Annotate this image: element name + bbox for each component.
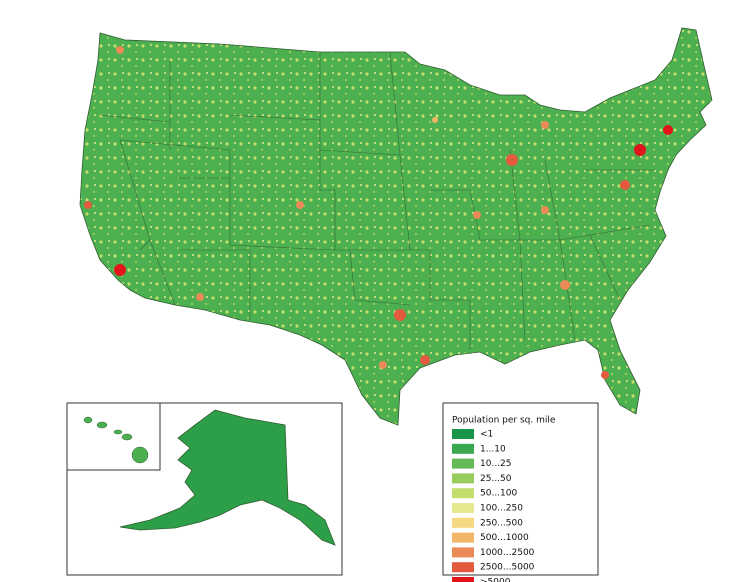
legend-swatch (452, 562, 474, 573)
legend-label: 250...500 (480, 518, 523, 528)
legend-swatch (452, 517, 474, 528)
legend-swatch (452, 473, 474, 484)
legend-label: 500...1000 (480, 533, 529, 543)
hawaii-frame (66, 402, 161, 471)
legend-label: 10...25 (480, 459, 512, 469)
legend-label: 1000...2500 (480, 548, 535, 558)
legend-swatch (452, 503, 474, 513)
legend-label: 100...250 (480, 504, 523, 514)
legend-label: 50...100 (480, 489, 517, 499)
legend-label: <1 (480, 430, 493, 440)
legend-title: Population per sq. mile (452, 416, 556, 426)
state-borders (99, 51, 655, 350)
legend-label: 2500...5000 (480, 563, 535, 573)
contiguous-us (79, 27, 713, 426)
legend-label: 25...50 (480, 474, 512, 484)
inset-frame (66, 402, 343, 576)
legend-swatch (452, 458, 474, 469)
hawaii (83, 416, 149, 464)
urban-areas (84, 46, 673, 379)
legend-label: 1...10 (480, 444, 506, 454)
legend-swatch (452, 429, 474, 439)
alaska (119, 409, 336, 546)
legend-label: >5000 (480, 578, 511, 582)
legend-swatch (452, 443, 474, 454)
legend-swatch (452, 532, 474, 543)
legend-swatch (452, 547, 474, 558)
legend-swatch (452, 488, 474, 499)
legend-swatch (452, 577, 474, 582)
legend-items: <1 1...10 10...25 25...50 50...100 100...250 2… (452, 429, 535, 582)
